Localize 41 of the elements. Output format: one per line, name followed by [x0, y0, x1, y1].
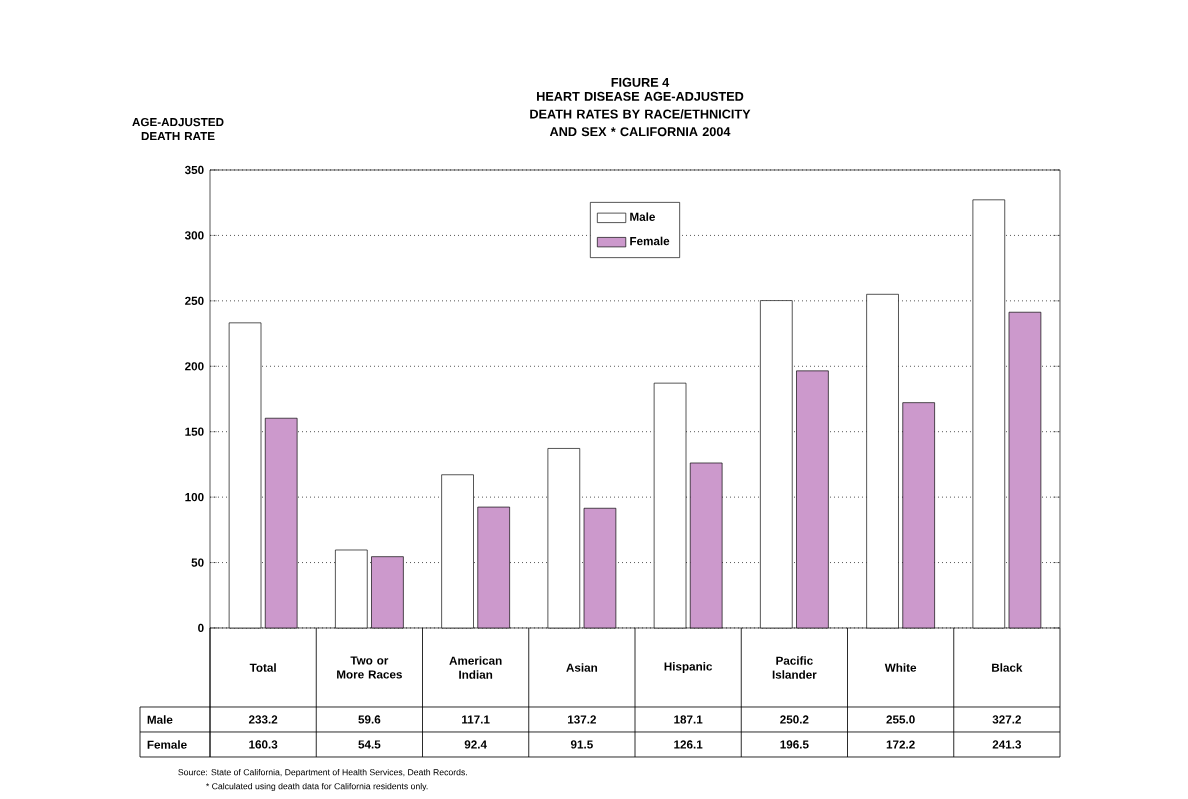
source-note: Source: State of California, Department of Health Services, Death Records. — [178, 768, 467, 778]
legend-label: Male — [630, 212, 655, 221]
x-tick-label: Asian — [566, 663, 598, 672]
data-label: 126.1 — [674, 740, 703, 749]
x-tick-label: White — [884, 663, 917, 672]
x-tick-label: Total — [249, 663, 276, 672]
data-label: 92.4 — [464, 740, 487, 749]
x-tick-label: Pacific Islander — [772, 656, 817, 679]
x-tick-label: Hispanic — [664, 662, 713, 673]
data-label: 250.2 — [780, 715, 809, 724]
data-label: 327.2 — [992, 715, 1021, 724]
data-label: 233.2 — [248, 715, 278, 724]
y-tick-label: 250 — [185, 296, 204, 305]
x-tick-label: Black — [992, 663, 1023, 672]
y-tick-label: 100 — [185, 493, 204, 502]
data-label: 160.3 — [249, 740, 278, 749]
text: * Calculated using death data for California residents only. — [206, 782, 428, 792]
data-label: 172.2 — [886, 740, 915, 749]
data-label: 54.5 — [358, 740, 381, 749]
data-label: 255.0 — [886, 715, 915, 724]
data-label: 91.5 — [570, 740, 593, 749]
y-tick-label: 200 — [185, 362, 204, 371]
data-label: 137.2 — [568, 715, 596, 724]
legend-label: Female — [630, 236, 670, 246]
y-tick-label: 150 — [185, 427, 204, 436]
data-label: 241.3 — [992, 740, 1022, 749]
data-label: 196.5 — [780, 740, 809, 749]
data-label: 187.1 — [674, 715, 703, 724]
x-tick-label: Two or More Races — [337, 656, 402, 679]
y-tick-label: 50 — [191, 558, 204, 567]
x-tick-label: American Indian — [449, 656, 502, 679]
text: Female — [147, 740, 187, 749]
y-axis-title: AGE-ADJUSTED DEATH RATE — [132, 117, 224, 141]
y-tick-label: 0 — [198, 623, 204, 633]
y-tick-label: 300 — [184, 231, 204, 240]
data-label: 59.6 — [358, 715, 381, 724]
y-tick-label: 350 — [184, 165, 204, 175]
chart-subtitle: HEART DISEASE AGE-ADJUSTED DEATH RATES BY RACE/ETHNICITY AND SEX * CALIFORNIA 2004 — [530, 91, 751, 137]
chart-title: FIGURE 4 — [611, 77, 670, 87]
data-label: 117.1 — [462, 715, 490, 724]
text: Male — [147, 715, 173, 724]
